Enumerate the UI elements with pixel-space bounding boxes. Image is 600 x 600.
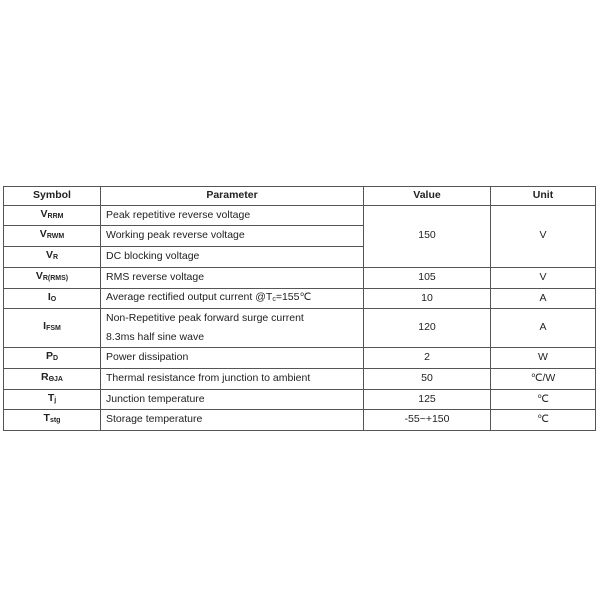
unit: A (490, 287, 596, 310)
parameter: RMS reverse voltage (100, 266, 364, 289)
parameter: Peak repetitive reverse voltage (100, 204, 364, 227)
unit: ℃/W (490, 367, 596, 390)
table-row: IFSM Non-Repetitive peak forward surge c… (3, 308, 596, 349)
unit: ℃ (490, 409, 596, 432)
table-row: PD Power dissipation 2 W (3, 347, 596, 369)
value: 125 (363, 388, 491, 411)
symbol: PD (3, 347, 101, 369)
value: 105 (363, 266, 491, 289)
table-row: IO Average rectified output current @Tc=… (3, 287, 596, 310)
parameter: Non-Repetitive peak forward surge curren… (100, 308, 364, 349)
parameter: Power dissipation (100, 347, 364, 369)
table-row: Tj Junction temperature 125 ℃ (3, 388, 596, 411)
table-row: VRRM Peak repetitive reverse voltage 150… (3, 204, 596, 268)
value: -55~+150 (363, 409, 491, 432)
symbol: VRWM (3, 225, 101, 248)
header-value: Value (363, 186, 491, 206)
table-header: Symbol Parameter Value Unit (3, 186, 596, 206)
value: 50 (363, 367, 491, 390)
symbol: IO (3, 287, 101, 310)
value: 150 (363, 204, 491, 268)
table-row: RΘJA Thermal resistance from junction to… (3, 367, 596, 390)
symbol: VRRM (3, 204, 101, 227)
unit: V (490, 204, 596, 268)
symbol: VR (3, 246, 101, 268)
parameter: Average rectified output current @Tc=155… (100, 287, 364, 310)
parameter: Storage temperature (100, 409, 364, 432)
parameter: Junction temperature (100, 388, 364, 411)
unit: V (490, 266, 596, 289)
symbol: Tstg (3, 409, 101, 432)
value: 120 (363, 308, 491, 349)
symbol: IFSM (3, 308, 101, 349)
header-symbol: Symbol (3, 186, 101, 206)
symbol: RΘJA (3, 367, 101, 390)
parameter: Thermal resistance from junction to ambi… (100, 367, 364, 390)
unit: W (490, 347, 596, 369)
ratings-table: Symbol Parameter Value Unit VRRM Peak re… (3, 186, 596, 432)
symbol: VR(RMS) (3, 266, 101, 289)
symbol: Tj (3, 388, 101, 411)
unit: A (490, 308, 596, 349)
value: 10 (363, 287, 491, 310)
header-parameter: Parameter (100, 186, 364, 206)
header-unit: Unit (490, 186, 596, 206)
parameter: Working peak reverse voltage (100, 225, 364, 248)
table-row: Tstg Storage temperature -55~+150 ℃ (3, 409, 596, 432)
value: 2 (363, 347, 491, 369)
parameter: DC blocking voltage (100, 246, 364, 268)
unit: ℃ (490, 388, 596, 411)
table-row: VR(RMS) RMS reverse voltage 105 V (3, 266, 596, 289)
